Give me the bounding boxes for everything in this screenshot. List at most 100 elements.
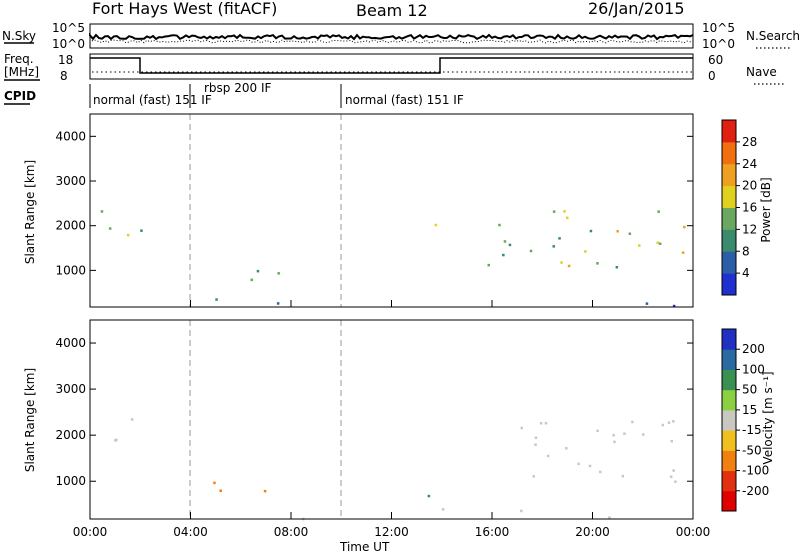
data-cell: [487, 263, 490, 267]
y-tick-label: 3000: [55, 382, 86, 396]
y-tick-label: 4000: [55, 336, 86, 350]
freq-tick-bottom: 8: [60, 69, 68, 83]
y-tick-label: 2000: [55, 428, 86, 442]
data-cell: [638, 244, 641, 247]
data-cell: [100, 210, 104, 213]
data-cell: [656, 241, 659, 244]
data-cell: [621, 474, 625, 478]
data-cell: [612, 434, 615, 437]
data-cell: [584, 250, 587, 253]
nsearch-tick-bottom: 10^0: [702, 37, 735, 51]
colorbar-tick: 200: [742, 342, 765, 356]
colorbar-swatch: [722, 329, 736, 350]
cpid-row: CPID normal (fast) 151 IF rbsp 200 IF no…: [4, 81, 464, 108]
colorbar-swatch: [722, 349, 736, 370]
x-tick-label: 04:00: [173, 525, 208, 539]
data-cell: [529, 249, 533, 253]
y-tick-label: 1000: [55, 474, 86, 488]
colorbar-swatch: [722, 141, 736, 165]
data-cell: [215, 298, 218, 301]
data-cell: [434, 223, 438, 227]
data-cell: [589, 229, 593, 233]
x-tick-label: 00:00: [676, 525, 711, 539]
data-cell: [615, 266, 619, 269]
data-cell: [539, 422, 543, 425]
data-cell: [427, 494, 431, 498]
data-cell: [596, 429, 599, 433]
data-cell: [674, 480, 677, 483]
data-cell: [657, 210, 660, 213]
data-cell: [520, 509, 523, 513]
cpid-segment-1: normal (fast) 151 IF: [93, 93, 212, 107]
data-cell: [563, 210, 566, 213]
colorbar-tick: 12: [742, 222, 757, 236]
colorbar-swatch: [722, 185, 736, 208]
velocity-data: [114, 418, 677, 521]
cpid-label: CPID: [4, 89, 36, 103]
colorbar-tick: 50: [742, 383, 757, 397]
colorbar-tick: -100: [742, 464, 769, 478]
colorbar-swatch: [722, 389, 736, 411]
data-cell: [558, 237, 561, 240]
x-axis-label: Time UT: [339, 540, 390, 554]
colorbar-tick: -200: [742, 484, 769, 498]
colorbar-swatch: [722, 490, 736, 512]
colorbar-tick: 20: [742, 179, 757, 193]
data-cell: [670, 439, 673, 443]
data-cell: [546, 454, 550, 458]
data-cell: [645, 302, 649, 305]
colorbar-swatch: [722, 163, 736, 187]
data-cell: [681, 251, 685, 254]
data-cell: [219, 489, 222, 492]
data-cell: [114, 439, 117, 442]
colorbar-swatch: [722, 450, 736, 472]
colorbar-tick: 16: [742, 201, 757, 215]
colorbar-tick: 100: [742, 362, 765, 376]
velocity-colorbar: -200 -100 -50 -15 15 50 100 200 Velocity [m s⁻¹…: [721, 328, 775, 512]
cpid-segment-3: normal (fast) 151 IF: [345, 93, 464, 107]
colorbar-tick: 24: [742, 157, 757, 171]
velocity-y-axis: 1000 2000 3000 4000: [55, 336, 693, 488]
data-cell: [277, 272, 280, 275]
data-cell: [567, 264, 571, 268]
data-cell: [276, 302, 280, 305]
data-cell: [544, 421, 548, 425]
colorbar-swatch: [722, 251, 736, 274]
data-cell: [672, 420, 675, 423]
colorbar-swatch: [722, 409, 736, 431]
data-cell: [263, 489, 267, 493]
data-cell: [566, 216, 569, 220]
beam-label: Beam 12: [356, 1, 428, 20]
freq-label: Freq.: [4, 52, 34, 66]
data-cell: [130, 418, 134, 421]
colorbar-tick: -50: [742, 443, 762, 457]
colorbar-swatch: [722, 470, 736, 492]
freq-tick-top: 18: [58, 53, 73, 67]
data-cell: [661, 423, 665, 427]
colorbar-swatch: [722, 273, 736, 296]
data-cell: [140, 229, 143, 232]
colorbar-swatch: [722, 229, 736, 252]
data-cell: [623, 432, 626, 435]
colorbar-tick: 8: [742, 244, 750, 258]
colorbar-swatch: [722, 207, 736, 230]
power-colorbar-label: Power [dB]: [759, 177, 773, 242]
data-cell: [683, 225, 686, 229]
nsearch-trace: [89, 39, 694, 44]
y-tick-label: 1000: [55, 263, 86, 277]
data-cell: [669, 475, 673, 478]
nsky-label: N.Sky: [2, 29, 36, 43]
data-cell: [108, 227, 112, 230]
data-cell: [441, 508, 445, 511]
data-cell: [532, 475, 535, 478]
data-cell: [672, 469, 675, 472]
data-cell: [616, 230, 619, 233]
data-cell: [534, 443, 537, 446]
colorbar-tick: 15: [742, 403, 757, 417]
data-cell: [552, 210, 556, 213]
x-tick-label: 00:00: [73, 525, 108, 539]
data-cell: [628, 232, 632, 235]
y-tick-label: 4000: [55, 129, 86, 143]
nsearch-tick-top: 10^5: [702, 21, 735, 35]
